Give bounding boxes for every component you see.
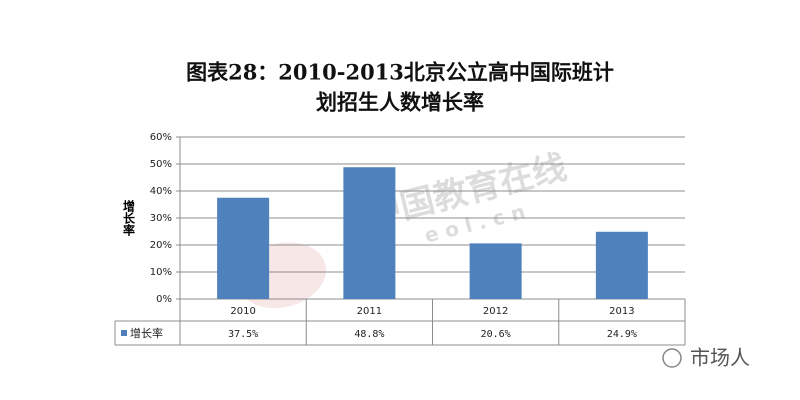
y-tick-label: 30%	[150, 213, 172, 224]
table-value: 20.6%	[481, 329, 511, 340]
y-axis-label: 增长率	[122, 199, 136, 237]
x-tick-label: 2011	[357, 306, 382, 317]
table-value: 24.9%	[607, 329, 637, 340]
legend-swatch	[121, 330, 127, 336]
bar	[469, 243, 522, 299]
bar	[595, 231, 648, 299]
y-tick-label: 20%	[150, 240, 172, 251]
legend-label: 增长率	[130, 326, 163, 340]
chart-title: 划招生人数增长率	[316, 90, 484, 115]
y-tick-label: 0%	[156, 294, 172, 305]
y-tick-label: 40%	[150, 186, 172, 197]
y-tick-label: 50%	[150, 159, 172, 170]
y-tick-label: 10%	[150, 267, 172, 278]
bar	[217, 197, 270, 299]
y-tick-label: 60%	[150, 132, 172, 143]
footer-text: 市场人	[690, 346, 750, 370]
x-tick-label: 2013	[609, 306, 634, 317]
bar	[343, 167, 396, 299]
chart-title: 图表28：2010-2013北京公立高中国际班计	[186, 60, 614, 85]
footer-icon	[662, 348, 682, 368]
x-tick-label: 2012	[483, 306, 508, 317]
x-tick-label: 2010	[230, 306, 255, 317]
table-value: 37.5%	[228, 329, 258, 340]
table-value: 48.8%	[354, 329, 384, 340]
